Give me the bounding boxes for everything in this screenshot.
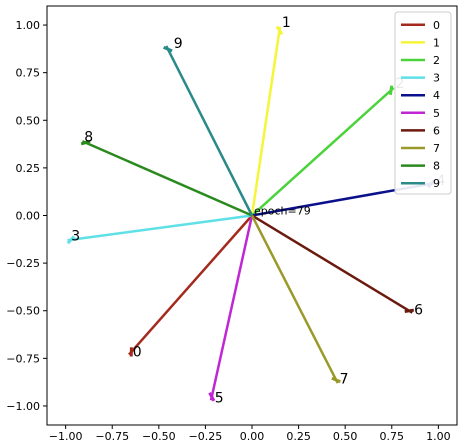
ray-label-7: 7 xyxy=(340,371,349,387)
x-tick-label: 0.25 xyxy=(286,430,311,443)
x-tick-label: 0.75 xyxy=(380,430,405,443)
series-3-ray xyxy=(67,214,253,242)
y-tick-label: −0.25 xyxy=(6,257,40,270)
ray-label-8: 8 xyxy=(84,129,93,145)
y-tick-label: 0.00 xyxy=(16,210,41,223)
series-3-endpoint xyxy=(66,235,76,245)
y-tick-label: 0.50 xyxy=(16,114,41,127)
epoch-annotation: epoch=79 xyxy=(254,205,311,218)
x-tick-label: 0.50 xyxy=(333,430,358,443)
series-1-ray xyxy=(250,26,282,216)
ray-label-0: 0 xyxy=(133,345,142,361)
series-rays xyxy=(66,25,436,402)
ray-label-3: 3 xyxy=(71,228,80,244)
y-tick-label: 1.00 xyxy=(16,19,41,32)
y-tick-label: 0.25 xyxy=(16,162,41,175)
ray-label-1: 1 xyxy=(282,15,291,31)
series-5-endpoint xyxy=(208,392,216,402)
series-7-ray xyxy=(250,214,339,384)
y-tick-label: 0.75 xyxy=(16,67,41,80)
series-7-endpoint xyxy=(331,376,341,384)
ray-label-5: 5 xyxy=(215,390,224,406)
x-tick-label: 0.00 xyxy=(240,430,265,443)
series-1-endpoint xyxy=(275,25,284,36)
legend-label-3: 3 xyxy=(433,72,440,85)
series-9-endpoint xyxy=(163,45,173,53)
legend-label-0: 0 xyxy=(433,19,440,32)
x-tick-label: 1.00 xyxy=(426,430,451,443)
series-2-ray xyxy=(251,86,395,217)
series-8-endpoint xyxy=(80,139,91,146)
x-tick-label: −0.25 xyxy=(189,430,223,443)
series-0-ray xyxy=(128,214,253,356)
y-tick-label: −1.00 xyxy=(6,400,40,413)
x-axis-ticks: −1.00 −0.75 −0.50 −0.25 0.00 0.25 0.50 0.75 1.00 xyxy=(49,425,451,443)
legend-label-5: 5 xyxy=(433,107,440,120)
series-2-endpoint xyxy=(388,85,394,96)
y-tick-label: −0.50 xyxy=(6,305,40,318)
legend-label-2: 2 xyxy=(433,54,440,67)
legend-label-8: 8 xyxy=(433,160,440,173)
x-tick-label: −0.50 xyxy=(142,430,176,443)
legend-label-4: 4 xyxy=(433,89,440,102)
ray-label-6: 6 xyxy=(414,303,423,319)
series-8-ray xyxy=(81,140,253,217)
y-tick-label: −0.75 xyxy=(6,352,40,365)
ray-label-9: 9 xyxy=(174,36,183,52)
legend: 0 1 2 3 4 5 6 7 8 9 xyxy=(394,11,452,195)
series-6-endpoint xyxy=(404,308,415,314)
x-tick-label: −1.00 xyxy=(49,430,83,443)
series-5-ray xyxy=(209,215,254,401)
y-axis-ticks: 1.00 0.75 0.50 0.25 0.00 −0.25 −0.50 −0.75 −1.00 xyxy=(6,19,47,413)
legend-label-1: 1 xyxy=(433,36,440,49)
legend-label-6: 6 xyxy=(433,124,440,137)
legend-label-7: 7 xyxy=(433,142,440,155)
x-tick-label: −0.75 xyxy=(95,430,129,443)
series-9-ray xyxy=(165,45,254,217)
legend-label-9: 9 xyxy=(433,177,440,190)
series-6-ray xyxy=(251,214,413,314)
